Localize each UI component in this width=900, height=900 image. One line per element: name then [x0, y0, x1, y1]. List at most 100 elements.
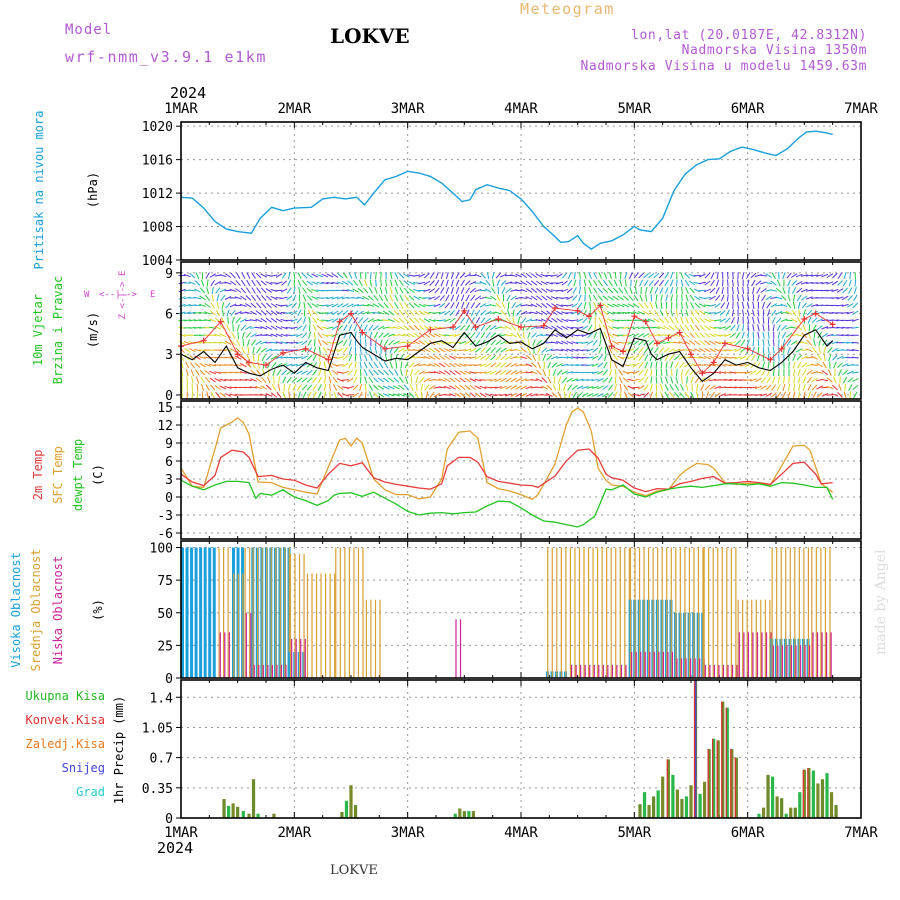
wind-arrow: [418, 332, 425, 338]
wind-arrow: [510, 349, 518, 351]
wind-arrow: [545, 334, 553, 337]
wind-arrow: [571, 341, 579, 345]
wind-arrow: [464, 273, 472, 278]
precip-bar: [272, 813, 276, 818]
wind-arrow: [587, 332, 594, 339]
wind-arrow: [831, 348, 839, 353]
wind-arrow: [556, 273, 563, 278]
wind-arrow: [323, 361, 327, 369]
wind-arrow: [752, 324, 755, 332]
wind-arrow: [250, 378, 257, 382]
wind-arrow: [685, 383, 689, 391]
wind-arrow: [308, 316, 311, 324]
wind-arrow: [700, 384, 705, 391]
wind-arrow: [429, 280, 435, 286]
wind-arrow: [586, 364, 594, 366]
wind-arrow: [438, 340, 446, 345]
wind-arrow: [680, 316, 684, 324]
wind-arrow: [801, 302, 807, 309]
wind-arrow: [708, 378, 717, 382]
wind-arrow: [260, 310, 267, 316]
wind-arrow: [777, 376, 781, 384]
wind-arrow: [374, 346, 378, 354]
wind-arrow: [670, 294, 673, 302]
wind-arrow: [374, 287, 378, 294]
wind-arrow: [644, 376, 649, 384]
wind-arrow: [788, 361, 790, 369]
wind-arrow: [210, 279, 216, 287]
wind-arrow: [368, 376, 374, 384]
mid-cloud-bar: [794, 547, 796, 678]
wind-arrow: [589, 301, 591, 309]
wind-arrow: [660, 369, 663, 377]
wind-arrow: [786, 302, 792, 309]
wind-arrow: [189, 355, 196, 361]
wind-arrow: [367, 303, 375, 307]
wind-arrow: [793, 294, 796, 302]
low-cloud-bar: [575, 664, 577, 678]
wind-arrow: [341, 379, 349, 381]
wind-arrow: [813, 331, 816, 339]
wind-arrow: [387, 393, 395, 397]
wind-arrow: [588, 294, 592, 302]
gust-marker: [336, 318, 343, 325]
wind-arrow: [183, 311, 191, 315]
wind-arrow: [178, 296, 186, 300]
wind-arrow: [393, 309, 400, 316]
wind-arrow: [490, 362, 497, 368]
wind-arrow: [321, 282, 329, 285]
wind-arrow: [655, 294, 658, 302]
wind-arrow: [450, 302, 455, 309]
wind-arrow: [816, 325, 823, 331]
wind-arrow: [464, 370, 472, 375]
wind-arrow: [583, 279, 587, 287]
wind-arrow: [731, 286, 734, 294]
wind-arrow: [596, 378, 604, 382]
wind-arrow: [770, 280, 777, 286]
wind-arrow: [484, 310, 492, 315]
wind-arrow: [632, 378, 640, 382]
wind-arrow: [501, 287, 506, 294]
wind-arrow: [806, 376, 812, 384]
wind-arrow: [714, 392, 721, 398]
wind-arrow: [629, 287, 633, 294]
wind-arrow: [737, 279, 739, 287]
wind-arrow: [581, 386, 589, 389]
wind-arrow: [326, 326, 334, 329]
mid-cloud-bar: [785, 547, 787, 678]
wind-arrow: [490, 325, 497, 331]
wind-arrow: [229, 348, 237, 353]
wind-arrow: [643, 302, 649, 309]
wind-arrow: [438, 319, 446, 322]
wind-arrow: [627, 363, 635, 367]
precip-bar: [716, 740, 720, 818]
wind-arrow: [454, 325, 461, 331]
y-tick-label: 100: [150, 542, 173, 557]
wind-arrow: [384, 286, 388, 295]
wind-arrow: [597, 354, 603, 361]
mid-cloud-bar: [306, 573, 309, 678]
wind-arrow: [536, 295, 543, 301]
wind-arrow: [520, 310, 528, 315]
wind-arrow: [632, 347, 640, 353]
wind-arrow: [450, 279, 454, 287]
mid-cloud-bar: [771, 547, 773, 678]
y-tick-label: 6: [165, 455, 173, 470]
wind-arrow: [408, 333, 415, 338]
wind-arrow: [261, 376, 267, 384]
wind-arrow: [638, 302, 644, 309]
high-cloud-bar: [203, 547, 207, 678]
wind-arrow: [219, 274, 227, 277]
wind-arrow: [698, 356, 706, 360]
wind-arrow: [250, 310, 257, 315]
wind-arrow: [680, 279, 684, 287]
wind-arrow: [247, 346, 250, 354]
wind-arrow: [603, 272, 608, 279]
low-cloud-bar: [584, 664, 586, 678]
wind-arrow: [783, 346, 785, 354]
wind-arrow: [251, 339, 257, 346]
wind-arrow: [470, 302, 476, 309]
wind-arrow: [399, 354, 404, 361]
wind-arrow: [767, 361, 770, 369]
wind-arrow: [484, 296, 492, 299]
